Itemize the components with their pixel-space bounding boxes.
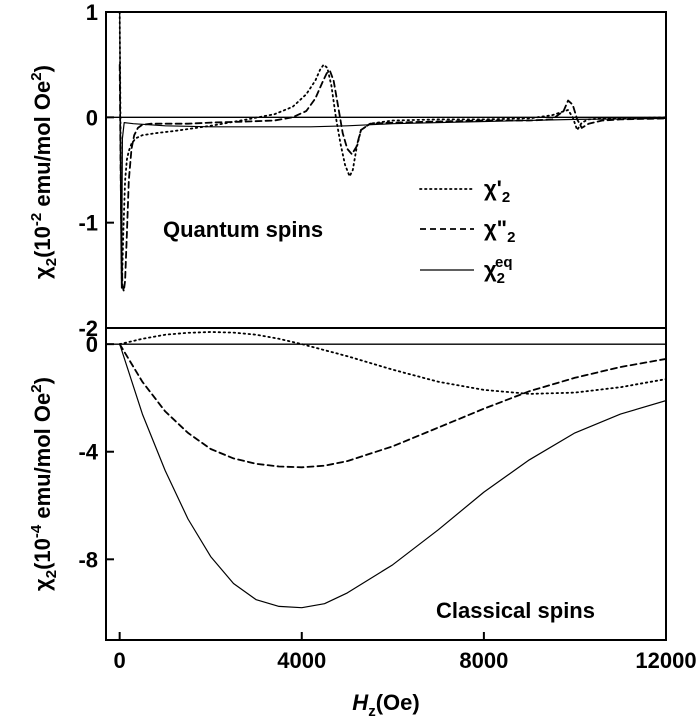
xtick-label-1: 4000 [277,648,326,673]
ytick-label-bottom-0: 0 [86,332,98,357]
ytick-label-bottom-1: -4 [78,440,98,465]
top-ylabel: χ2(10-2 emu/mol Oe2) [28,65,60,279]
plot-area-bottom [106,331,666,609]
series-bottom-chi-eq [119,343,666,609]
legend: χ'2 χ"2 χ2eq [419,176,515,287]
ytick-label-top-1: 0 [86,105,98,130]
tick-layer: 10-1-20-4-80 4000 8000 12000 [78,0,696,673]
ytick-label-top-2: -1 [78,211,98,236]
legend-label-chi-double-prime: χ"2 [484,216,515,246]
series-top-chi-double-prime [118,63,666,293]
series-top-chi-prime [118,12,666,287]
xtick-label-2: 8000 [459,648,508,673]
legend-label-chi-eq: χ2eq [484,254,513,287]
xlabel: Hz(Oe) [352,690,419,720]
bottom-ylabel: χ2(10-4 emu/mol Oe2) [28,377,60,591]
classical-spins-annotation: Classical spins [436,598,595,623]
xtick-label-0: 0 [114,648,126,673]
series-bottom-chi-prime [118,331,666,395]
ytick-label-top-3: -2 [78,316,98,341]
plot-area-top [106,12,666,293]
bottom-panel-frame [105,327,667,641]
series-bottom-chi-double-prime [118,343,666,469]
series-top-chi-eq [119,12,666,289]
series-layer [106,12,666,609]
top-panel-frame [105,11,667,329]
legend-label-chi-prime: χ'2 [484,176,510,206]
xtick-label-3: 12000 [635,648,696,673]
ytick-label-bottom-2: -8 [78,547,98,572]
ytick-label-top-0: 1 [86,0,98,25]
quantum-spins-annotation: Quantum spins [163,217,323,242]
